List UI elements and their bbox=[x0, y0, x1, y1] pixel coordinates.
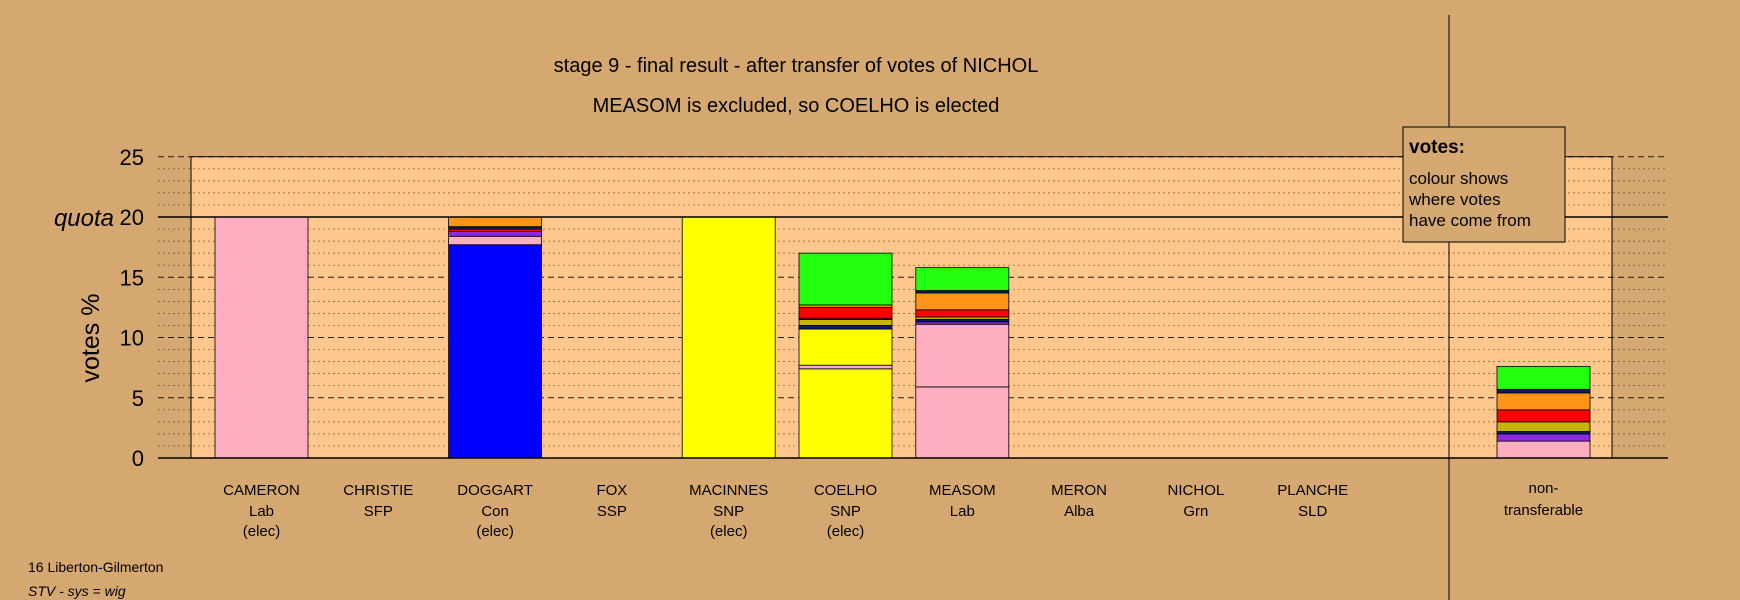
bar-segment-ssp bbox=[915, 309, 1010, 318]
candidate-name-label: MACINNES bbox=[689, 482, 768, 499]
candidate-party-label: SLD bbox=[1298, 503, 1327, 520]
bar-segment-lab bbox=[1496, 440, 1591, 459]
bar-segment-snp bbox=[798, 368, 893, 459]
y-tick-label: 5 bbox=[132, 386, 144, 411]
bar-macinnes bbox=[681, 216, 776, 459]
candidate-party-label: Lab bbox=[950, 503, 975, 520]
candidate-status-label: (elec) bbox=[710, 523, 748, 540]
bar-segment-snp bbox=[681, 216, 776, 459]
candidate-name-label: PLANCHE bbox=[1277, 482, 1348, 499]
bar-segment-grn bbox=[915, 267, 1010, 291]
y-tick-label: 15 bbox=[120, 265, 144, 290]
y-tick-label: 20 bbox=[120, 205, 144, 230]
legend-box bbox=[1402, 126, 1566, 243]
bar-nontransferable bbox=[1496, 366, 1591, 459]
bar-segment-ld bbox=[448, 216, 543, 228]
legend-title: votes: bbox=[1409, 137, 1465, 158]
bar-doggart bbox=[448, 216, 543, 459]
bar-segment-grn bbox=[1496, 366, 1591, 390]
quota-label: quota bbox=[54, 205, 114, 232]
bar-segment-sfp bbox=[448, 231, 543, 237]
y-tick-labels: 0 5 10 15 20 25 bbox=[120, 145, 144, 471]
candidate-name-label: CHRISTIE bbox=[343, 482, 413, 499]
plot-area bbox=[190, 156, 1613, 459]
bar-cameron bbox=[214, 216, 309, 459]
bar-segment-alba bbox=[1496, 388, 1591, 394]
legend: votes: colour shows where votes have com… bbox=[1402, 126, 1566, 243]
bar-segment-sfp bbox=[1496, 433, 1591, 442]
candidate-name-label: FOX bbox=[596, 482, 627, 499]
candidate-party-label: SFP bbox=[364, 503, 393, 520]
candidate-status-label: (elec) bbox=[476, 523, 514, 540]
bar-segment-alba bbox=[798, 325, 893, 330]
candidate-party-label: Lab bbox=[249, 503, 274, 520]
candidate-party-label: Alba bbox=[1064, 503, 1095, 520]
bar-coelho bbox=[798, 252, 893, 459]
candidate-name-label: CAMERON bbox=[223, 482, 300, 499]
bar-segment-lab bbox=[798, 364, 893, 370]
bar-segment-ssp bbox=[1496, 409, 1591, 423]
candidate-party-label: SNP bbox=[713, 503, 744, 520]
y-tick-label: 0 bbox=[132, 446, 144, 471]
y-tick-label: 10 bbox=[120, 326, 144, 351]
y-tick-label: 25 bbox=[120, 145, 144, 170]
nontransferable-label-line-1: non- bbox=[1528, 480, 1558, 497]
bar-measom bbox=[915, 267, 1010, 459]
candidate-party-label: SSP bbox=[597, 503, 627, 520]
ward-label: 16 Liberton-Gilmerton bbox=[28, 559, 163, 575]
bar-segment-ld bbox=[1496, 392, 1591, 411]
candidate-party-label: Grn bbox=[1183, 503, 1208, 520]
candidate-status-label: (elec) bbox=[243, 523, 281, 540]
bar-segment-lab bbox=[915, 386, 1010, 459]
bar-segment-lab bbox=[214, 216, 309, 459]
chart-title: stage 9 - final result - after transfer … bbox=[554, 55, 1039, 77]
bar-segment-ssp bbox=[798, 306, 893, 319]
bar-segment-sld bbox=[798, 319, 893, 326]
candidate-name-label: NICHOL bbox=[1168, 482, 1225, 499]
candidate-name-label: DOGGART bbox=[457, 482, 533, 499]
bar-segment-ld bbox=[915, 292, 1010, 311]
nontransferable-label-line-2: transferable bbox=[1504, 502, 1583, 519]
grid-lines bbox=[158, 156, 1668, 447]
candidate-name-label: COELHO bbox=[814, 482, 877, 499]
candidate-party-label: SNP bbox=[830, 503, 861, 520]
system-label: STV - sys = wig bbox=[28, 583, 126, 599]
bar-segment-lab bbox=[448, 235, 543, 246]
chart-subtitle: MEASOM is excluded, so COELHO is elected bbox=[593, 95, 1000, 117]
bar-segment-con bbox=[448, 244, 543, 459]
candidate-name-label: MERON bbox=[1051, 482, 1107, 499]
bar-segment-lab bbox=[915, 323, 1010, 388]
bar-segment-grn bbox=[798, 252, 893, 306]
legend-line-3: have come from bbox=[1409, 211, 1531, 230]
bar-segment-sld bbox=[1496, 421, 1591, 432]
candidate-name-label: MEASOM bbox=[929, 482, 996, 499]
y-axis-label: votes % bbox=[77, 294, 105, 383]
legend-line-2: where votes bbox=[1408, 190, 1501, 209]
candidate-status-label: (elec) bbox=[827, 523, 865, 540]
x-tick-labels: CAMERON Lab (elec) CHRISTIE SFP DOGGART Con (el… bbox=[223, 480, 1583, 540]
legend-line-1: colour shows bbox=[1409, 169, 1508, 188]
plot-area-fill bbox=[190, 156, 1613, 459]
candidate-party-label: Con bbox=[481, 503, 509, 520]
bar-segment-snp bbox=[798, 328, 893, 366]
